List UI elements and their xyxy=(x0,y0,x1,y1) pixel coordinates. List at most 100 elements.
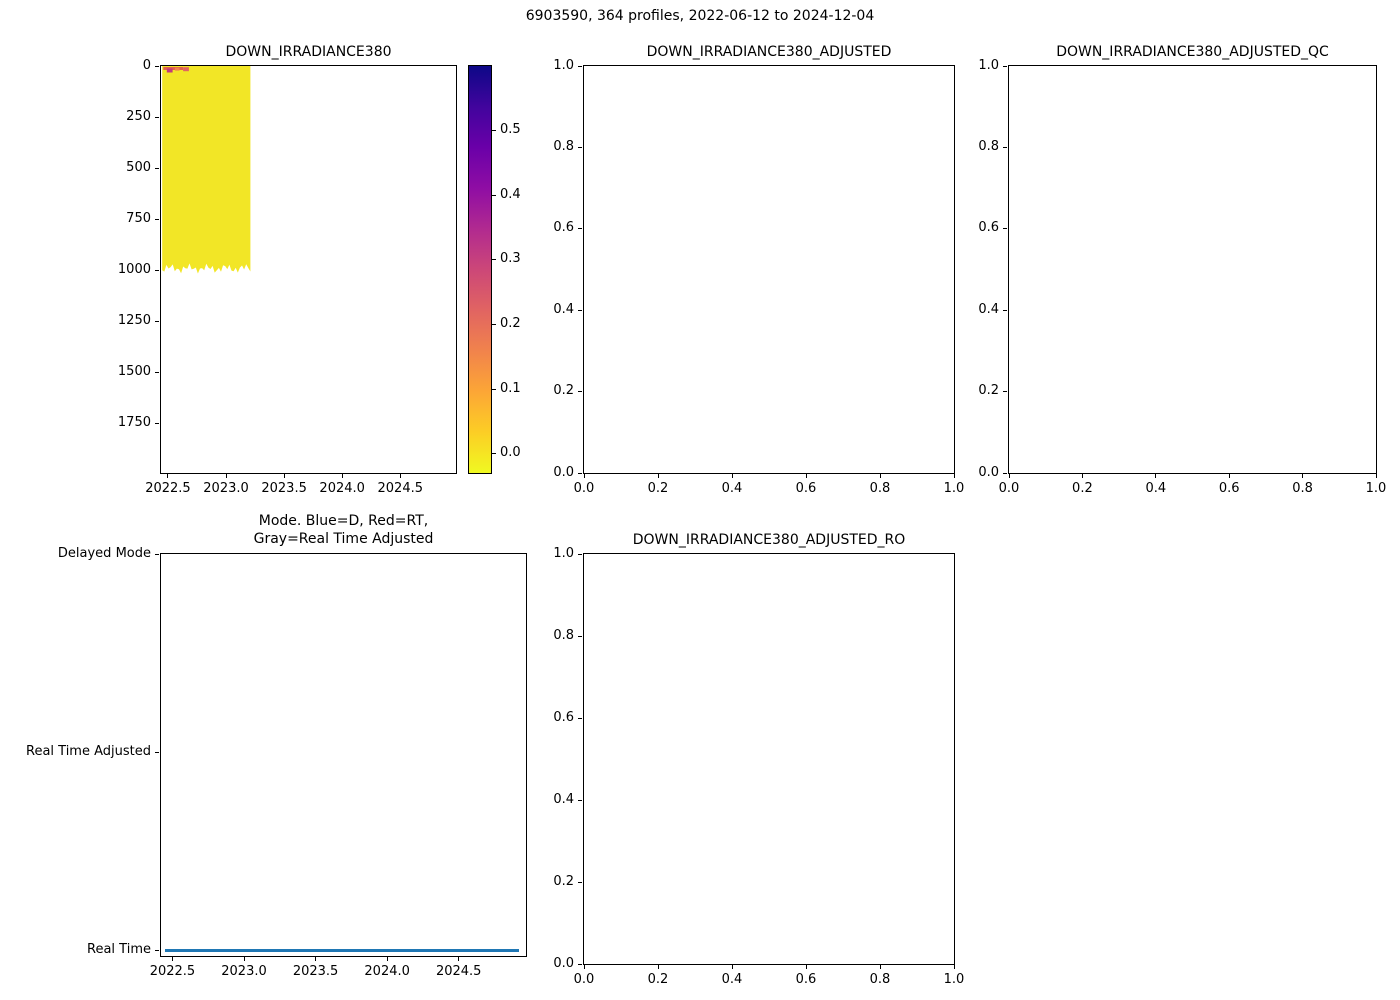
x-tick-label: 2023.0 xyxy=(221,964,267,979)
x-tick-mark xyxy=(879,965,881,969)
y-tick-label: 1.0 xyxy=(553,545,574,561)
y-tick-mark xyxy=(578,146,582,148)
x-tick-mark xyxy=(1081,474,1083,478)
x-tick-label: 2023.0 xyxy=(203,481,249,496)
y-tick-mark xyxy=(155,116,159,118)
x-tick-label: 0.4 xyxy=(721,481,743,496)
y-tick-mark xyxy=(155,65,159,67)
colorbar-tick-mark xyxy=(492,388,496,390)
colorbar-tick-label: 0.2 xyxy=(500,315,521,331)
x-tick-label: 2024.5 xyxy=(435,964,482,979)
x-tick-label: 0.2 xyxy=(647,481,669,496)
colorbar: 0.0 0.1 0.2 0.3 0.4 0.5 xyxy=(468,65,521,474)
x-tick-mark xyxy=(1155,474,1157,478)
y-tick-mark xyxy=(578,717,582,719)
y-tick-label: Real Time Adjusted xyxy=(26,743,151,759)
y-tick-label: 0.2 xyxy=(553,873,574,889)
x-tick-label: 2023.5 xyxy=(292,964,339,979)
y-tick-mark xyxy=(155,167,159,169)
axes-title-mode: Mode. Blue=D, Red=RT, Gray=Real Time Adj… xyxy=(253,513,434,548)
x-tick-mark xyxy=(1008,474,1010,478)
y-tick-mark xyxy=(1003,146,1007,148)
colorbar-tick-label: 0.4 xyxy=(500,186,521,202)
y-tick-label: 1.0 xyxy=(553,57,574,73)
y-tick-mark xyxy=(578,553,582,555)
x-tick-mark xyxy=(225,474,227,478)
y-tick-mark xyxy=(578,391,582,393)
x-tick-label: 2023.5 xyxy=(261,481,307,496)
y-tick-label: 0.6 xyxy=(553,709,574,725)
colorbar-tick-mark xyxy=(492,259,496,261)
y-tick-label: 0.4 xyxy=(553,301,574,317)
y-tick-mark xyxy=(155,372,159,374)
series-line-mode-real-time xyxy=(165,948,519,952)
x-tick-label: 0.6 xyxy=(1218,481,1240,496)
x-tick-mark xyxy=(953,965,955,969)
x-tick-label: 0.8 xyxy=(869,972,891,987)
irradiance-data-block xyxy=(162,66,251,274)
x-tick-mark xyxy=(341,474,343,478)
surface-speck xyxy=(166,68,173,73)
y-tick-mark xyxy=(1003,309,1007,311)
y-tick-mark xyxy=(578,881,582,883)
axes-title-adjusted_ro: DOWN_IRRADIANCE380_ADJUSTED_RO xyxy=(632,532,906,548)
y-tick-mark xyxy=(155,218,159,220)
x-tick-label: 0.6 xyxy=(795,481,817,496)
panel-down-irradiance380: DOWN_IRRADIANCE380 2022.5 2023.0 2023.5 2024… xyxy=(118,44,457,496)
panel-down-irradiance380-adjusted: DOWN_IRRADIANCE380_ADJUSTED 0.0 0.2 0.4 0.6 0… xyxy=(553,44,964,496)
y-tick-mark xyxy=(1003,472,1007,474)
x-tick-mark xyxy=(1228,474,1230,478)
x-tick-label: 2024.5 xyxy=(377,481,424,496)
y-tick-mark xyxy=(578,65,582,67)
y-tick-mark xyxy=(155,553,159,555)
x-tick-label: 0.2 xyxy=(647,972,669,987)
x-tick-mark xyxy=(805,474,807,478)
y-tick-label: 0 xyxy=(142,57,151,73)
x-tick-mark xyxy=(657,965,659,969)
surface-speck xyxy=(163,67,183,70)
y-tick-label: 1000 xyxy=(117,262,151,278)
y-tick-mark xyxy=(155,423,159,425)
surface-speck xyxy=(183,67,189,72)
y-tick-label: 0.0 xyxy=(553,464,574,480)
y-tick-label: Delayed Mode xyxy=(57,545,151,561)
colorbar-tick-label: 0.5 xyxy=(500,122,521,138)
y-tick-mark xyxy=(578,309,582,311)
y-tick-label: 0.2 xyxy=(978,383,999,399)
x-tick-mark xyxy=(167,474,169,478)
x-tick-mark xyxy=(243,957,245,961)
y-tick-label: 0.8 xyxy=(553,138,574,154)
x-tick-label: 0.0 xyxy=(998,481,1020,496)
x-tick-label: 0.0 xyxy=(573,481,595,496)
surface-speck xyxy=(174,67,180,71)
y-tick-mark xyxy=(1003,65,1007,67)
x-tick-mark xyxy=(657,474,659,478)
y-tick-label: 0.0 xyxy=(978,464,999,480)
x-tick-label: 1.0 xyxy=(943,481,965,496)
panel-mode: Mode. Blue=D, Red=RT, Gray=Real Time Adj… xyxy=(26,513,527,979)
y-tick-mark xyxy=(578,472,582,474)
panel-down-irradiance380-adjusted-ro: DOWN_IRRADIANCE380_ADJUSTED_RO 0.0 0.2 0.4 0… xyxy=(553,532,964,987)
heatmap-data xyxy=(162,66,251,274)
axes-title-irradiance: DOWN_IRRADIANCE380 xyxy=(225,44,392,60)
x-tick-mark xyxy=(399,474,401,478)
y-tick-mark xyxy=(578,799,582,801)
y-tick-label: 0.8 xyxy=(978,138,999,154)
figure-suptitle: 6903590, 364 profiles, 2022-06-12 to 202… xyxy=(525,8,875,24)
panel-down-irradiance380-adjusted-qc: DOWN_IRRADIANCE380_ADJUSTED_QC 0.0 0.2 0.4 0… xyxy=(978,44,1386,496)
y-tick-label: 1.0 xyxy=(978,57,999,73)
x-tick-label: 0.4 xyxy=(1145,481,1167,496)
x-tick-mark xyxy=(386,957,388,961)
colorbar-tick-mark xyxy=(492,453,496,455)
x-tick-mark xyxy=(731,965,733,969)
x-tick-label: 0.4 xyxy=(721,972,743,987)
x-tick-mark xyxy=(805,965,807,969)
y-tick-label: 0.4 xyxy=(978,301,999,317)
colorbar-tick-label: 0.1 xyxy=(500,380,521,396)
y-tick-mark xyxy=(578,963,582,965)
x-tick-label: 2024.0 xyxy=(364,964,410,979)
y-tick-label: 0.6 xyxy=(553,220,574,236)
x-tick-label: 2022.5 xyxy=(149,964,196,979)
x-tick-label: 0.6 xyxy=(795,972,817,987)
